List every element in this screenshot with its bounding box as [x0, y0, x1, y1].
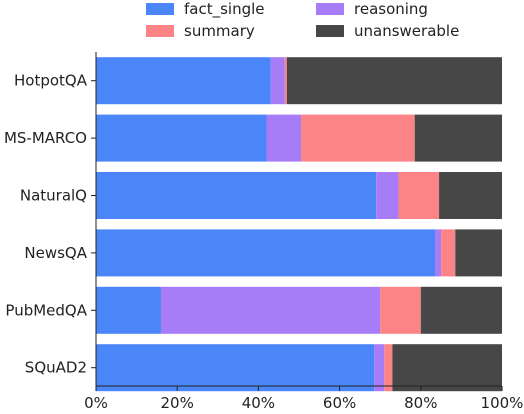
bar-squad2-unanswerable	[392, 344, 502, 392]
legend-label-summary: summary	[184, 22, 255, 40]
legend-swatch-reasoning	[316, 3, 344, 15]
legend: fact_single reasoning summary unanswerable	[146, 0, 459, 40]
y-tick-label: PubMedQA	[5, 301, 87, 319]
y-tick-label: NaturalQ	[20, 187, 87, 205]
legend-label-fact-single: fact_single	[184, 0, 265, 19]
bar-ms-marco-fact-single	[96, 114, 267, 162]
x-tick-label: 20%	[161, 394, 194, 412]
y-tick-label: HotpotQA	[14, 72, 88, 90]
bar-ms-marco-unanswerable	[414, 114, 502, 162]
x-tick-label: 40%	[242, 394, 275, 412]
bar-ms-marco-summary	[301, 114, 415, 162]
bar-hotpotqa-fact-single	[96, 57, 271, 105]
bar-newsqa-fact-single	[96, 229, 436, 277]
y-axis: HotpotQA MS-MARCO NaturalQ NewsQA PubMedQA SQ…	[4, 52, 97, 386]
bar-squad2-reasoning	[374, 344, 385, 392]
bar-squad2-fact-single	[96, 344, 375, 392]
legend-swatch-unanswerable	[316, 25, 344, 37]
x-tick-label: 100%	[481, 394, 524, 412]
x-axis: 0% 20% 40% 60% 80% 100%	[84, 385, 524, 412]
bar-hotpotqa-reasoning	[270, 57, 285, 105]
bar-newsqa-unanswerable	[455, 229, 502, 277]
bars	[96, 57, 502, 392]
bar-naturalq-reasoning	[376, 172, 399, 219]
y-tick-label: NewsQA	[24, 244, 87, 262]
x-tick-label: 60%	[323, 394, 356, 412]
bar-pubmedqa-unanswerable	[420, 286, 502, 334]
bar-pubmedqa-reasoning	[160, 286, 381, 334]
legend-swatch-fact-single	[146, 3, 174, 15]
x-tick-label: 80%	[404, 394, 437, 412]
bar-pubmedqa-fact-single	[96, 286, 161, 334]
bar-newsqa-reasoning	[435, 229, 442, 277]
legend-label-unanswerable: unanswerable	[354, 22, 459, 40]
y-tick-label: SQuAD2	[25, 359, 87, 377]
y-tick-label: MS-MARCO	[4, 129, 87, 147]
bar-naturalq-fact-single	[96, 172, 377, 219]
bar-newsqa-summary	[441, 229, 456, 277]
legend-swatch-summary	[146, 25, 174, 37]
x-tick-label: 0%	[84, 394, 108, 412]
bar-naturalq-summary	[398, 172, 440, 219]
bar-pubmedqa-summary	[380, 286, 421, 334]
bar-ms-marco-reasoning	[266, 114, 302, 162]
bar-naturalq-unanswerable	[439, 172, 502, 219]
bar-hotpotqa-summary	[284, 57, 287, 105]
bar-squad2-summary	[384, 344, 393, 392]
bar-hotpotqa-unanswerable	[286, 57, 502, 105]
legend-label-reasoning: reasoning	[354, 0, 428, 18]
